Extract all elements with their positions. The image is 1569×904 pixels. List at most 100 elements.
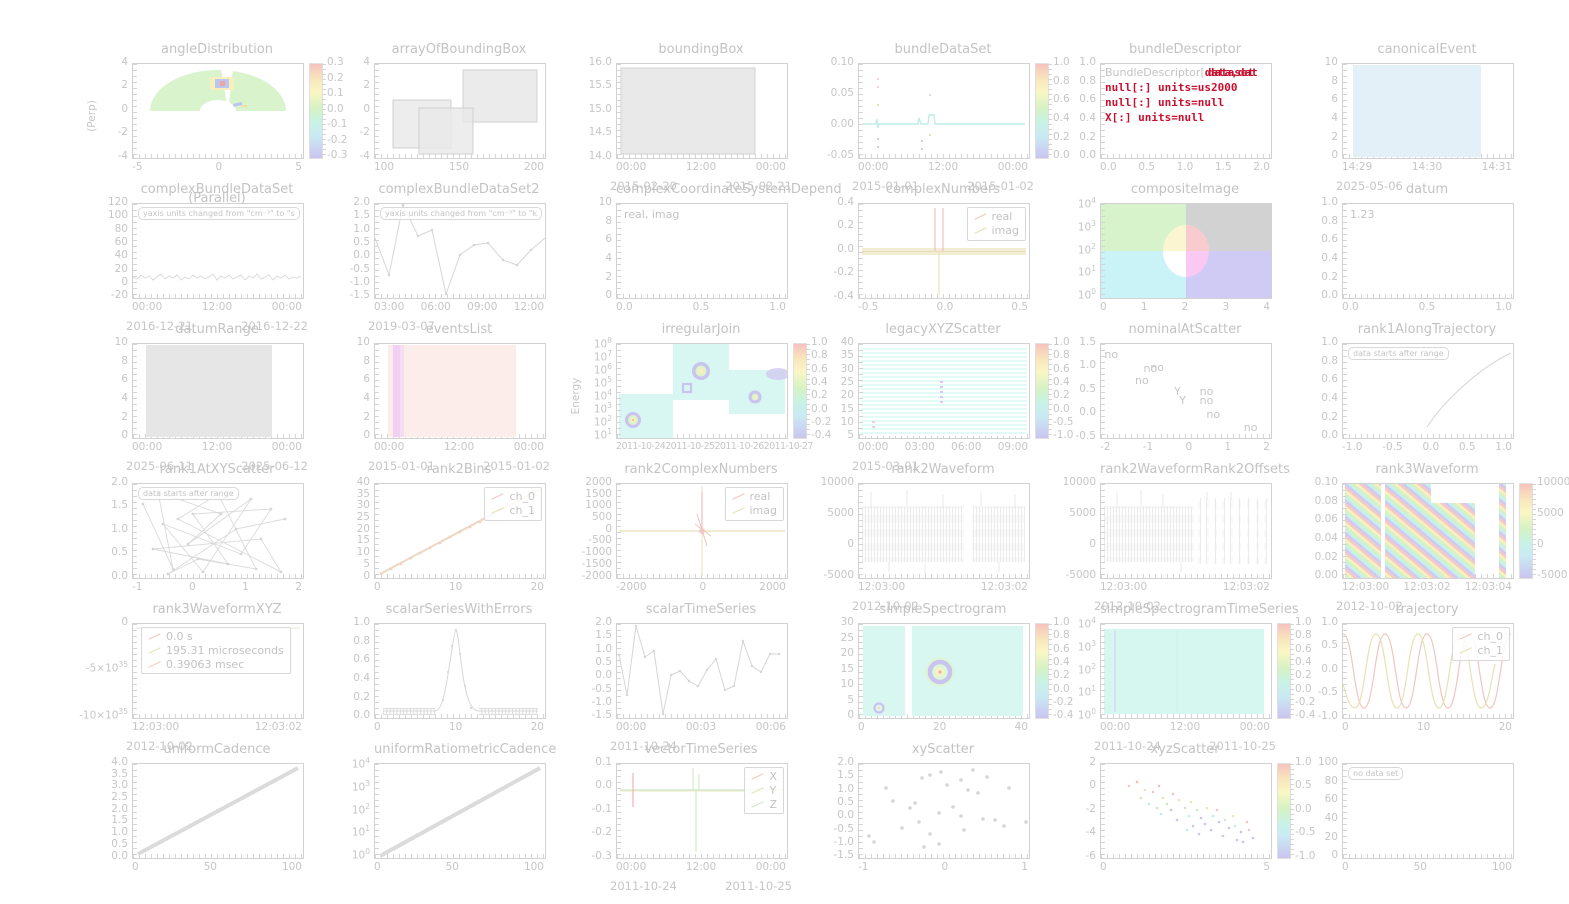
plot-area[interactable] [858, 623, 1030, 719]
tick-label: 2011-10-24 [610, 879, 677, 893]
plot-area[interactable]: real imag [616, 483, 788, 579]
rainbow-waveform-art [1345, 484, 1506, 578]
tick-label: 12:03:00 [858, 581, 906, 593]
x-tick-labels: -2 -1 0 1 2 [1100, 441, 1270, 453]
tick-label: 2 [1089, 756, 1096, 768]
tick-label: 0 [1537, 538, 1544, 551]
tick-label: 00:00 [374, 441, 405, 453]
tick-label: 1.0 [1321, 616, 1338, 628]
subplot-rank1AlongTrajectory: rank1AlongTrajectory 1.0 0.8 0.6 0.4 0.2 0.0 … [1286, 316, 1528, 456]
y-tick-labels: 10000 5000 0 -5000 [1044, 477, 1096, 581]
tick-label: 0.0 [616, 301, 633, 313]
complex-numbers-art [862, 208, 1026, 295]
tick-label: 20 [530, 721, 544, 733]
plot-area[interactable] [858, 63, 1030, 159]
plot-area[interactable]: no no no no Y Y no no no no [1100, 343, 1272, 439]
plot-title: complexNumbers [885, 182, 1001, 197]
colorbar-tick-labels: 10000 5000 0 -5000 [1537, 477, 1569, 581]
plot-area[interactable]: yaxis units changed from "cm⁻³" to "k [374, 203, 546, 299]
tick-label: 1.0 [353, 616, 370, 628]
plot-area[interactable]: 1.23 [1342, 203, 1514, 299]
legend: 0.0 s 195.31 microseconds 0.39063 msec [141, 627, 291, 675]
plot-title: uniformCadence [163, 742, 271, 757]
plot-title: complexBundleDataSet2 [378, 182, 540, 197]
x-tick-labels: 00:00 12:00 00:00 [374, 441, 544, 453]
tick-label: 0.1 [595, 756, 612, 768]
legend-label: imag [991, 223, 1020, 237]
plot-area[interactable]: BundleDescriptor[data,dat dataset null[:]… [1100, 63, 1272, 159]
tick-label: 0.0 [811, 402, 828, 415]
plot-area[interactable] [1100, 763, 1272, 859]
tick-label: 00:00 [132, 441, 163, 453]
subplot-rank3WaveformXYZ: rank3WaveformXYZ 0 -5×1035 -10×1035 0.0 s … [76, 596, 318, 753]
plot-area[interactable] [132, 343, 304, 439]
tick-label: 00:00 [132, 301, 163, 313]
plot-area[interactable] [1100, 483, 1272, 579]
tick-label: -2 [117, 126, 128, 139]
tick-label: 00:00 [858, 441, 889, 453]
plot-area[interactable] [374, 623, 546, 719]
plot-area[interactable] [132, 63, 304, 159]
tick-label: 0 [847, 538, 854, 551]
composite-image-art [1101, 204, 1271, 298]
tick-label: 1.0 [1321, 336, 1338, 348]
waveform-noise-art [862, 490, 1025, 574]
plot-area[interactable]: 0.0 s 195.31 microseconds 0.39063 msec [132, 623, 304, 719]
angle-distribution-art [150, 69, 286, 111]
tick-label: 6 [1331, 93, 1338, 106]
plot-area[interactable] [1342, 483, 1514, 579]
plot-area[interactable] [1100, 623, 1272, 719]
tick-label: 0.4 [1321, 392, 1338, 405]
plot-area[interactable] [858, 343, 1030, 439]
plot-area[interactable]: yaxis units changed from "cm⁻³" to "s [132, 203, 304, 299]
plot-title: rank2Bins [426, 462, 492, 477]
plot-area[interactable]: ch_0 ch_1 [374, 483, 546, 579]
tick-label: 30 [840, 616, 854, 628]
legend-label: real [991, 210, 1013, 223]
plot-area[interactable]: X Y Z [616, 763, 788, 859]
tick-label: 2 [363, 79, 370, 92]
plot-area[interactable]: ch_0 ch_1 [1342, 623, 1514, 719]
x-tick-labels: 12:03:00 12:03:02 [1100, 581, 1270, 593]
plot-area[interactable]: no data set [1342, 763, 1514, 859]
colorbar-tick-labels: 1.0 0.8 0.6 0.4 0.2 0.0 -0.5 -1.0 [1053, 337, 1097, 441]
tick-label: 5 [295, 161, 302, 173]
plot-area[interactable]: data starts after range [1342, 343, 1514, 439]
tick-label: 30 [840, 362, 854, 375]
x-tick-labels: 0.0 0.5 1.0 1.5 2.0 [1100, 161, 1270, 173]
plot-area[interactable] [1342, 63, 1514, 159]
tick-label: 0 [847, 709, 854, 722]
plot-area[interactable] [616, 63, 788, 159]
plot-area[interactable] [374, 343, 546, 439]
tick-label: -1.5 [833, 849, 855, 862]
plot-area[interactable] [858, 763, 1030, 859]
tick-label: 14:29 [1342, 161, 1373, 173]
tick-label: 1.0 [1495, 301, 1512, 313]
legend-label: ch_1 [1477, 643, 1503, 657]
plot-area[interactable] [374, 63, 546, 159]
plot-area[interactable]: real, imag [616, 203, 788, 299]
plot-area[interactable] [858, 483, 1030, 579]
tick-label: 2015-01-01 [852, 179, 919, 193]
tick-label: 12:00 [201, 441, 233, 453]
tick-label: 10 [598, 196, 612, 208]
subplot-rank2Waveform: rank2Waveform 10000 5000 0 -5000 12:03:00 12… [802, 456, 1044, 613]
tick-label: -0.1 [591, 802, 613, 815]
plot-subtitle: (Parallel) [188, 191, 246, 206]
plot-area[interactable] [1100, 203, 1272, 299]
tick-label: 2012-10-02 [1336, 599, 1403, 613]
plot-area[interactable]: data starts after range [132, 483, 304, 579]
plot-area[interactable] [616, 623, 788, 719]
tick-label: 0.5 [1011, 301, 1028, 313]
plot-area[interactable] [374, 763, 546, 859]
legend-label: 0.39063 msec [166, 657, 245, 671]
plot-area[interactable]: real imag [858, 203, 1030, 299]
plot-area[interactable] [616, 343, 788, 439]
x-axis-dates: 2012-10-02 [126, 739, 308, 753]
tick-label: 0.5 [111, 837, 128, 850]
tick-label: 12:03:02 [980, 581, 1028, 593]
tick-label: 4 [1331, 112, 1338, 125]
tick-label: 0.8 [1321, 214, 1338, 227]
subplot-datumRange: datumRange 10 8 6 4 2 0 00:00 12:00 00:00 2025-… [76, 316, 318, 473]
plot-area[interactable] [132, 763, 304, 859]
